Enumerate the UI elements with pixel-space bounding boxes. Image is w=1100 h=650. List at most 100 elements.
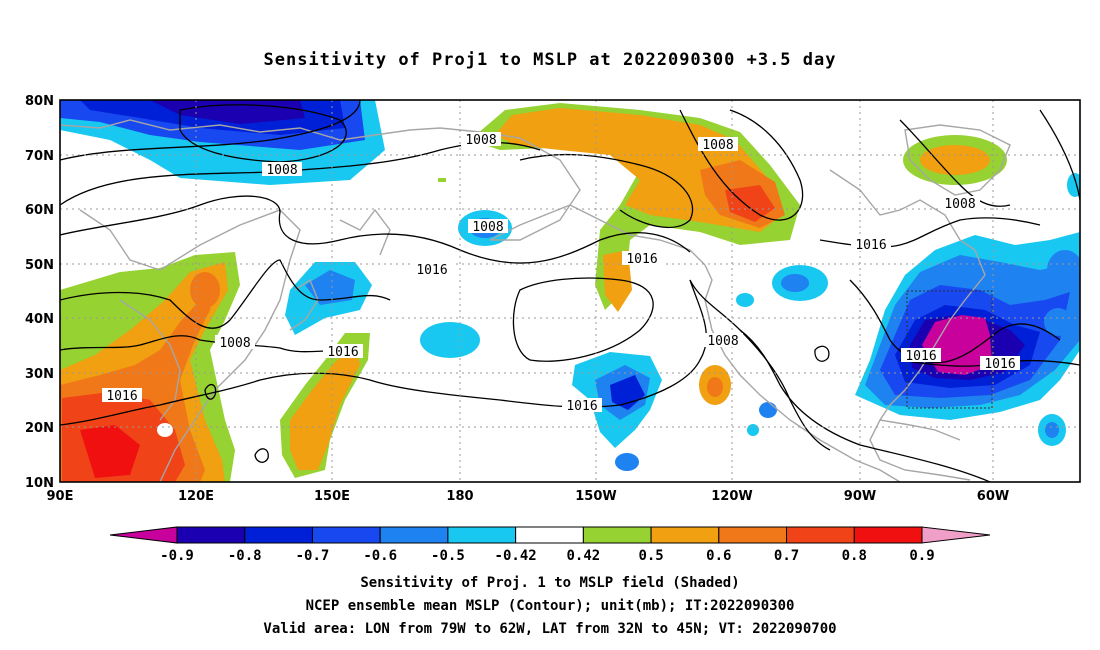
- contour-1008-ne-pacific: [519, 153, 694, 228]
- contour-label: 1016: [566, 399, 597, 414]
- colorbar: -0.9 -0.8 -0.7 -0.6 -0.5 -0.42 0.42 0.5 0.6 0.7 0.…: [109, 526, 991, 564]
- contour-label: 1008: [472, 220, 503, 235]
- colorbar-label: 0.9: [909, 548, 934, 564]
- lon-axis: 90E 120E 150E 180 150W 120W 90W 60W: [47, 489, 1010, 504]
- neg-region-baja: [736, 293, 754, 307]
- colorbar-label: -0.9: [160, 548, 194, 564]
- lon-tick-label: 180: [446, 489, 473, 504]
- contour-label-bg: [461, 132, 501, 146]
- neg-region-labrador: [1067, 173, 1080, 197]
- contour-label: 1008: [944, 197, 975, 212]
- contour-1016-sw: [60, 259, 391, 329]
- pos-hole: [157, 423, 173, 437]
- contour-label: 1008: [266, 163, 297, 178]
- lat-tick-label: 80N: [25, 94, 54, 109]
- lon-tick-label: 120E: [178, 489, 214, 504]
- coast-west-na: [704, 264, 901, 482]
- coast-kamchatka: [339, 208, 391, 256]
- plot-frame: [59, 99, 1081, 483]
- colorbar-box: [786, 526, 855, 544]
- neg-region-gulf-small: [747, 424, 759, 436]
- pos-region-wpac-orange: [290, 345, 360, 470]
- colorbar-label: -0.8: [228, 548, 262, 564]
- contour-label: 1016: [855, 238, 886, 253]
- colorbar-box: [718, 526, 788, 544]
- contour-label: 1008: [465, 133, 496, 148]
- contour-label: 1016: [905, 349, 936, 364]
- colorbar-right-arrow: [921, 526, 991, 544]
- colorbar-left-arrow: [109, 526, 178, 544]
- caption-line-2: NCEP ensemble mean MSLP (Contour); unit(…: [305, 598, 795, 614]
- contour-label-bg: [323, 344, 363, 358]
- lon-tick-label: 90E: [47, 489, 74, 504]
- colorbar-box: [853, 526, 923, 544]
- contour-label-bg: [562, 398, 602, 412]
- lat-tick-label: 10N: [25, 476, 54, 491]
- neg-region-kamchatka-core: [305, 270, 355, 305]
- pos-region-greenland-core: [920, 145, 990, 175]
- contour-1016-east-pac: [689, 279, 991, 482]
- contour-label-bg: [980, 356, 1020, 370]
- contour-small-2: [204, 383, 217, 400]
- contour-label: 1016: [416, 263, 447, 278]
- contour-label: 1016: [626, 252, 657, 267]
- colorbar-label: 0.5: [638, 548, 663, 564]
- contour-label: 1008: [707, 334, 738, 349]
- caption-line-3: Valid area: LON from 79W to 62W, LAT fro…: [263, 621, 837, 637]
- contour-label-bg: [703, 333, 743, 347]
- colorbar-box: [515, 526, 584, 544]
- contour-label-bg: [851, 237, 891, 251]
- lon-tick-label: 120W: [711, 489, 752, 504]
- colorbar-box: [582, 526, 652, 544]
- contour-label-bg: [412, 262, 452, 276]
- colorbar-label: -0.7: [296, 548, 330, 564]
- colorbar-label: 0.7: [774, 548, 799, 564]
- contour-label-bg: [622, 251, 662, 265]
- coast-alaska: [489, 137, 706, 266]
- contour-label-bg: [102, 388, 142, 402]
- colorbar-label: 0.42: [567, 548, 601, 564]
- neg-region-central-pac: [420, 322, 480, 358]
- neg-region-hawaii-deep: [610, 375, 645, 410]
- lat-tick-label: 30N: [25, 367, 54, 382]
- contour-1008-arctic: [60, 100, 361, 161]
- contour-label-bg: [698, 137, 738, 151]
- pos-region-asia-north: [190, 272, 220, 308]
- mslp-contours: [60, 100, 1080, 482]
- contour-1008-greenland: [899, 119, 1011, 207]
- contour-label-bg: [215, 335, 255, 349]
- contour-1008-siberia-ring: [179, 104, 347, 163]
- contour-label-group: 1008 1008 1008 1008 1008 1008 1016 1016 1016 1016…: [102, 132, 1020, 414]
- lat-tick-label: 60N: [25, 203, 54, 218]
- coast-southeast-asia: [119, 299, 181, 421]
- colorbar-label: 0.8: [842, 548, 867, 564]
- contour-label: 1016: [106, 389, 137, 404]
- contour-1016-pacific-high: [512, 277, 654, 362]
- colorbar-label: -0.42: [495, 548, 537, 564]
- coast-east-na: [869, 249, 986, 481]
- lat-tick-label: 50N: [25, 258, 54, 273]
- contour-1008-west-pac: [60, 335, 361, 353]
- pos-region-npac-tongue: [603, 250, 632, 312]
- colorbar-box: [650, 526, 720, 544]
- contour-label-bg: [468, 219, 508, 233]
- coast-greenland: [904, 124, 1011, 196]
- lon-tick-label: 150E: [314, 489, 350, 504]
- contour-1016-east-na: [849, 279, 1061, 364]
- neg-region-south-hawaii: [615, 453, 639, 471]
- colorbar-box: [176, 526, 246, 544]
- pos-region-small: [438, 178, 446, 182]
- lat-tick-label: 70N: [25, 149, 54, 164]
- contour-1008-atlantic-north: [1039, 109, 1080, 201]
- colorbar-box: [311, 526, 381, 544]
- gridlines: [60, 100, 1080, 482]
- pos-region-gulf-of-mexico-core: [707, 377, 723, 397]
- lon-tick-label: 60W: [977, 489, 1009, 504]
- lat-tick-label: 20N: [25, 421, 54, 436]
- contour-1016-west: [60, 195, 691, 264]
- contour-small-3: [814, 345, 830, 362]
- colorbar-box: [379, 526, 449, 544]
- contour-1016-main-pac: [60, 279, 707, 426]
- pos-region-asia-darkred: [80, 425, 140, 478]
